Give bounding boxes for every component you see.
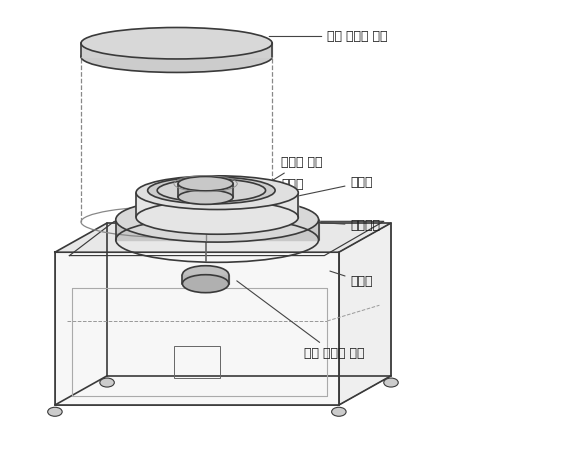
Ellipse shape	[100, 378, 114, 387]
Text: 속도 가변형 모터: 속도 가변형 모터	[237, 281, 364, 360]
Polygon shape	[55, 252, 339, 405]
Text: 방사체: 방사체	[239, 178, 304, 191]
Bar	[174, 346, 220, 378]
Ellipse shape	[147, 177, 275, 204]
Ellipse shape	[81, 41, 272, 72]
Ellipse shape	[81, 27, 272, 59]
Text: 지지체: 지지체	[330, 271, 373, 288]
Ellipse shape	[178, 177, 233, 191]
Polygon shape	[178, 184, 233, 197]
Polygon shape	[136, 192, 298, 217]
Ellipse shape	[136, 176, 298, 209]
Text: 섬유 수집통 덮개: 섬유 수집통 덮개	[269, 30, 388, 43]
Ellipse shape	[183, 275, 229, 293]
Polygon shape	[183, 275, 229, 283]
Text: 단열덮개: 단열덮개	[310, 219, 380, 232]
Ellipse shape	[178, 190, 233, 204]
Ellipse shape	[136, 201, 298, 234]
Ellipse shape	[183, 266, 229, 283]
Polygon shape	[55, 223, 391, 252]
Text: 수집통: 수집통	[295, 176, 373, 197]
Text: 방사체 덮개: 방사체 덮개	[266, 156, 322, 184]
Ellipse shape	[332, 407, 346, 416]
Polygon shape	[81, 43, 272, 57]
Ellipse shape	[48, 407, 62, 416]
Ellipse shape	[384, 378, 398, 387]
Ellipse shape	[116, 197, 319, 242]
Polygon shape	[116, 220, 319, 240]
Ellipse shape	[157, 179, 266, 202]
Polygon shape	[339, 223, 391, 405]
